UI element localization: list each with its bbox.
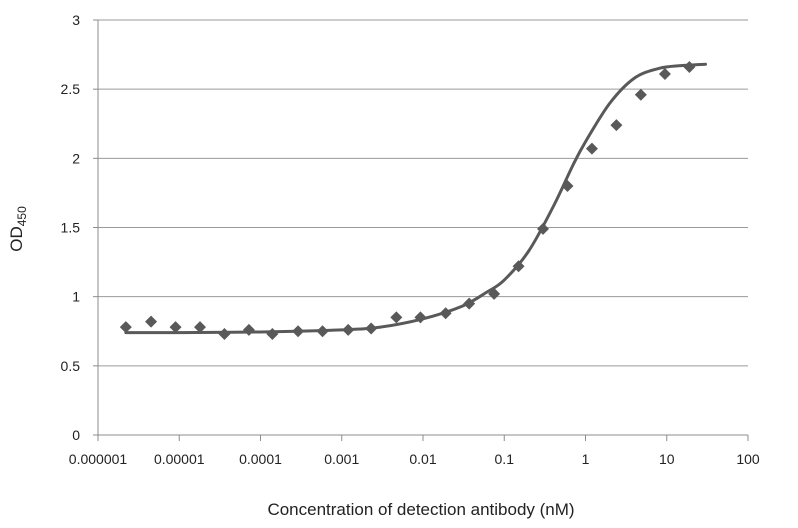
data-point-diamond xyxy=(683,61,696,74)
y-axis-title-main: OD xyxy=(7,226,26,252)
x-tick-label: 0.00001 xyxy=(154,451,205,467)
axes xyxy=(93,19,749,441)
data-points xyxy=(119,61,696,341)
data-point-diamond xyxy=(585,142,598,155)
axis-labels: 0 0.5 1 1.5 2 2.5 3 0.000001 0.00001 0.0001 0.001 0… xyxy=(61,12,760,467)
data-point-diamond xyxy=(561,180,574,192)
gridlines xyxy=(98,19,748,367)
data-point-diamond xyxy=(414,311,427,324)
data-point-diamond xyxy=(218,328,231,341)
y-axis-title: OD450 xyxy=(7,206,29,252)
data-point-diamond xyxy=(169,321,182,334)
y-tick-label: 1.5 xyxy=(61,220,81,236)
data-point-diamond xyxy=(193,321,206,334)
x-tick-label: 10 xyxy=(659,451,675,467)
x-tick-label: 0.01 xyxy=(409,451,436,467)
data-point-diamond xyxy=(512,260,525,273)
data-point-diamond xyxy=(145,315,158,328)
x-tick-label: 0.1 xyxy=(495,451,515,467)
y-tick-label: 2.5 xyxy=(61,81,81,97)
data-point-diamond xyxy=(658,67,671,80)
fit-curve-layer xyxy=(124,62,708,335)
y-tick-label: 3 xyxy=(72,12,80,28)
x-axis-title: Concentration of detection antibody (nM) xyxy=(267,500,574,519)
data-point-diamond xyxy=(439,307,452,320)
data-point-diamond xyxy=(634,88,647,101)
data-point-diamond xyxy=(537,222,550,235)
data-point-diamond xyxy=(119,321,132,334)
data-point-diamond xyxy=(316,325,329,338)
data-point-diamond xyxy=(342,323,355,336)
x-tick-label: 0.000001 xyxy=(69,451,128,467)
y-tick-label: 1 xyxy=(72,289,80,305)
y-axis-title-subscript: 450 xyxy=(15,206,29,226)
data-point-diamond xyxy=(610,119,623,132)
x-tick-label: 100 xyxy=(736,451,760,467)
x-tick-label: 0.001 xyxy=(324,451,359,467)
data-point-diamond xyxy=(390,311,403,324)
y-tick-label: 0 xyxy=(72,427,80,443)
data-point-diamond xyxy=(292,325,305,338)
data-point-diamond xyxy=(266,328,279,341)
fit-curve xyxy=(124,62,708,335)
y-tick-label: 0.5 xyxy=(61,358,81,374)
y-tick-label: 2 xyxy=(72,150,80,166)
x-tick-label: 0.0001 xyxy=(239,451,282,467)
data-point-diamond xyxy=(242,323,255,336)
data-point-diamond xyxy=(463,297,476,310)
data-point-diamond xyxy=(365,322,378,335)
x-tick-label: 1 xyxy=(582,451,590,467)
data-point-diamond xyxy=(488,287,501,300)
